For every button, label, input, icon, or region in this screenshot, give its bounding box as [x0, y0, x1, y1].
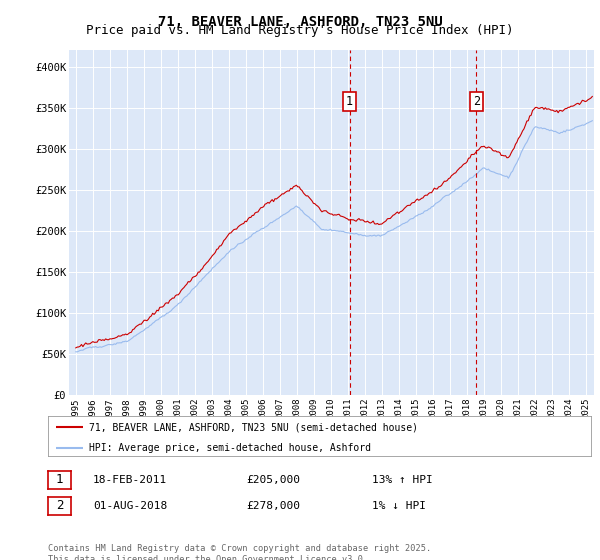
Text: 01-AUG-2018: 01-AUG-2018 — [93, 501, 167, 511]
Text: 1: 1 — [56, 473, 63, 487]
Text: 1% ↓ HPI: 1% ↓ HPI — [372, 501, 426, 511]
Text: Price paid vs. HM Land Registry's House Price Index (HPI): Price paid vs. HM Land Registry's House … — [86, 24, 514, 37]
Text: 71, BEAVER LANE, ASHFORD, TN23 5NU: 71, BEAVER LANE, ASHFORD, TN23 5NU — [158, 15, 442, 29]
Text: 2: 2 — [56, 499, 63, 512]
Text: 13% ↑ HPI: 13% ↑ HPI — [372, 475, 433, 485]
Text: 18-FEB-2011: 18-FEB-2011 — [93, 475, 167, 485]
Text: Contains HM Land Registry data © Crown copyright and database right 2025.
This d: Contains HM Land Registry data © Crown c… — [48, 544, 431, 560]
Text: 1: 1 — [346, 95, 353, 108]
Text: HPI: Average price, semi-detached house, Ashford: HPI: Average price, semi-detached house,… — [89, 442, 371, 452]
Text: 2: 2 — [473, 95, 480, 108]
Text: 71, BEAVER LANE, ASHFORD, TN23 5NU (semi-detached house): 71, BEAVER LANE, ASHFORD, TN23 5NU (semi… — [89, 422, 418, 432]
Text: £278,000: £278,000 — [246, 501, 300, 511]
Text: £205,000: £205,000 — [246, 475, 300, 485]
